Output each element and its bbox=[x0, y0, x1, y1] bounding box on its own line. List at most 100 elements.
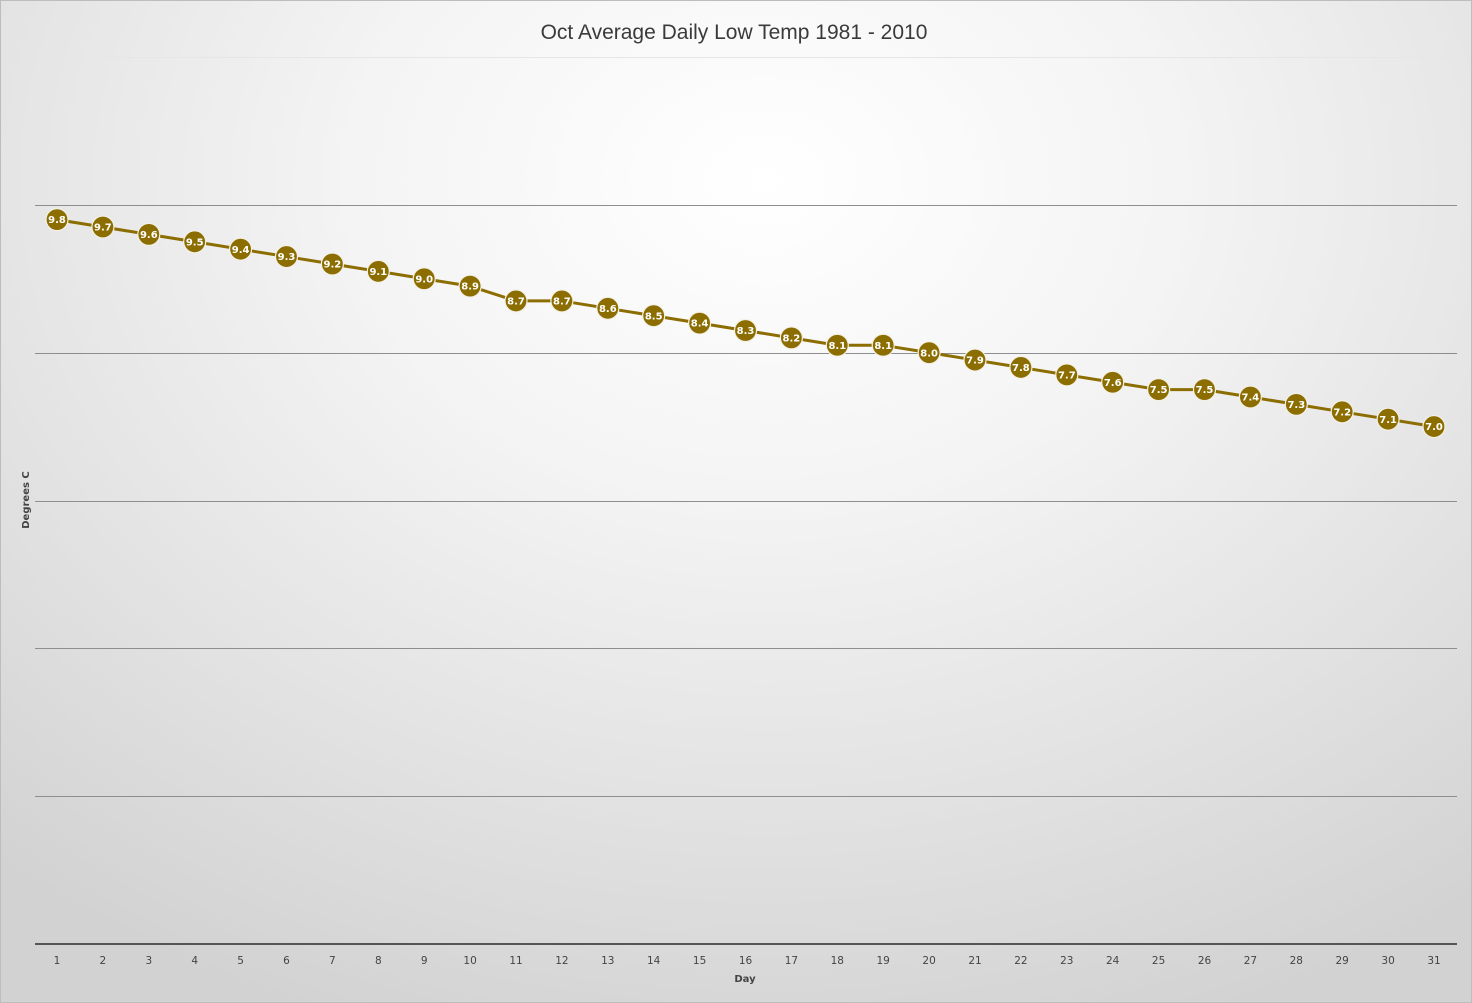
data-point bbox=[274, 244, 299, 269]
data-point bbox=[229, 237, 253, 261]
data-label: 9.2 bbox=[324, 260, 342, 271]
x-tick-label: 16 bbox=[739, 955, 753, 967]
x-tick-label: 6 bbox=[283, 955, 290, 967]
x-tick-label: 18 bbox=[831, 955, 844, 967]
data-point bbox=[1422, 414, 1446, 439]
x-tick-label: 17 bbox=[785, 955, 798, 967]
data-point bbox=[320, 252, 344, 276]
data-point bbox=[825, 333, 849, 357]
x-tick-label: 27 bbox=[1244, 955, 1257, 967]
data-label: 7.7 bbox=[1058, 370, 1076, 381]
data-label: 9.8 bbox=[48, 215, 66, 226]
data-label: 8.1 bbox=[874, 341, 892, 352]
data-label: 7.4 bbox=[1242, 393, 1260, 404]
x-tick-label: 25 bbox=[1152, 955, 1165, 967]
data-point bbox=[1284, 392, 1308, 417]
series-temperature: 9.8 9.7 9.6 9.5 9.4 9.3 9.2 9.1 9.0 8.9 8.7 8.7 8.6 8… bbox=[45, 208, 1446, 439]
data-label: 7.6 bbox=[1104, 378, 1122, 389]
y-axis-title: Degrees C bbox=[21, 471, 32, 529]
data-point bbox=[1330, 400, 1354, 424]
data-point bbox=[91, 215, 115, 239]
data-label: 9.1 bbox=[369, 267, 387, 278]
data-point bbox=[504, 289, 528, 313]
x-tick-label: 12 bbox=[555, 955, 568, 967]
x-tick-label: 30 bbox=[1381, 955, 1394, 967]
data-point bbox=[366, 259, 390, 283]
data-label: 9.7 bbox=[94, 223, 112, 234]
x-tick-label: 4 bbox=[191, 955, 198, 967]
data-label: 8.7 bbox=[553, 297, 571, 308]
data-label: 7.9 bbox=[966, 356, 984, 367]
data-label: 7.5 bbox=[1196, 385, 1214, 396]
x-tick-label: 9 bbox=[421, 955, 428, 967]
data-point bbox=[1009, 355, 1033, 380]
data-label: 9.5 bbox=[186, 237, 204, 248]
data-label: 9.0 bbox=[415, 274, 433, 285]
data-label: 9.3 bbox=[278, 252, 296, 263]
data-point bbox=[642, 304, 666, 328]
data-label: 9.6 bbox=[140, 230, 158, 241]
data-label: 8.6 bbox=[599, 304, 617, 315]
x-tick-label: 22 bbox=[1014, 955, 1027, 967]
x-tick-label: 11 bbox=[509, 955, 522, 967]
data-point bbox=[917, 341, 941, 365]
x-tick-label: 26 bbox=[1198, 955, 1212, 967]
data-point bbox=[1376, 407, 1400, 431]
data-point bbox=[733, 318, 758, 343]
data-point bbox=[1238, 385, 1263, 409]
chart-title: Oct Average Daily Low Temp 1981 - 2010 bbox=[541, 21, 928, 44]
data-point bbox=[963, 348, 987, 372]
data-label: 8.2 bbox=[783, 333, 801, 344]
data-label: 8.5 bbox=[645, 311, 663, 322]
data-point bbox=[550, 289, 574, 313]
data-label: 8.7 bbox=[507, 297, 525, 308]
data-label: 7.5 bbox=[1150, 385, 1168, 396]
x-tick-label: 3 bbox=[145, 955, 152, 967]
x-tick-label: 14 bbox=[647, 955, 661, 967]
x-tick-label: 23 bbox=[1060, 955, 1073, 967]
data-label: 7.1 bbox=[1379, 415, 1397, 426]
x-tick-label: 21 bbox=[968, 955, 981, 967]
data-point bbox=[458, 274, 482, 298]
data-point bbox=[412, 267, 436, 291]
x-tick-label: 8 bbox=[375, 955, 382, 967]
data-label: 7.3 bbox=[1287, 400, 1305, 411]
data-label: 8.0 bbox=[920, 348, 938, 359]
data-label: 9.4 bbox=[232, 245, 250, 256]
x-tick-label: 28 bbox=[1290, 955, 1303, 967]
data-point bbox=[183, 230, 207, 254]
data-point bbox=[1101, 370, 1125, 394]
data-point bbox=[137, 222, 161, 246]
x-tick-label: 24 bbox=[1106, 955, 1120, 967]
x-tick-label: 7 bbox=[329, 955, 336, 967]
x-tick-label: 15 bbox=[693, 955, 706, 967]
x-tick-label: 31 bbox=[1427, 955, 1440, 967]
data-label: 7.2 bbox=[1333, 407, 1351, 418]
data-label: 7.8 bbox=[1012, 363, 1030, 374]
data-label: 8.1 bbox=[828, 341, 846, 352]
x-axis-tick-labels: 1 2 3 4 5 6 7 8 9 10 11 12 13 14 15 16 17 18 19 20 21 22 23 24 2… bbox=[54, 955, 1441, 967]
x-tick-label: 10 bbox=[463, 955, 476, 967]
x-tick-label: 1 bbox=[54, 955, 61, 967]
data-label: 7.0 bbox=[1425, 422, 1443, 433]
data-point bbox=[1192, 378, 1217, 402]
x-tick-label: 19 bbox=[877, 955, 890, 967]
x-axis-title: Day bbox=[734, 974, 756, 985]
data-point bbox=[779, 326, 804, 350]
x-tick-label: 13 bbox=[601, 955, 614, 967]
data-label: 8.4 bbox=[691, 319, 709, 330]
x-tick-label: 29 bbox=[1336, 955, 1349, 967]
x-tick-label: 20 bbox=[922, 955, 935, 967]
data-point bbox=[1146, 378, 1171, 402]
data-point bbox=[687, 311, 712, 335]
x-tick-label: 5 bbox=[237, 955, 244, 967]
data-point bbox=[596, 296, 620, 320]
data-label: 8.3 bbox=[737, 326, 755, 337]
data-label: 8.9 bbox=[461, 282, 479, 293]
data-point bbox=[871, 333, 895, 357]
x-tick-label: 2 bbox=[100, 955, 107, 967]
data-point bbox=[1055, 363, 1079, 387]
data-point bbox=[45, 208, 69, 232]
gridlines bbox=[35, 57, 1457, 945]
